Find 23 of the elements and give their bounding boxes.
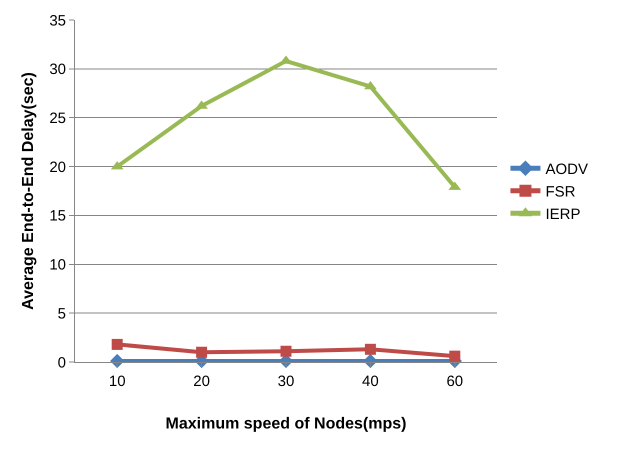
y-tick-label: 5 <box>58 305 66 322</box>
y-tick-label: 25 <box>49 110 66 127</box>
legend-label: FSR <box>545 184 576 201</box>
x-tick-label: 40 <box>362 373 379 390</box>
point <box>280 346 292 357</box>
x-tick-label: 60 <box>446 373 464 390</box>
point <box>112 338 123 350</box>
y-tick-label: 35 <box>49 12 66 30</box>
legend-label: IERP <box>545 206 580 224</box>
point <box>196 346 208 358</box>
y-tick-label: 10 <box>49 256 66 274</box>
y-tick-label: 30 <box>49 61 66 78</box>
y-axis-title: Average End-to-End Delay(sec) <box>20 72 37 310</box>
x-tick-label: 20 <box>193 373 210 390</box>
legend-label: AODV <box>545 161 588 178</box>
point <box>364 344 376 355</box>
y-tick-label: 0 <box>58 354 66 372</box>
point <box>449 350 460 362</box>
y-tick-label: 15 <box>49 208 66 225</box>
x-axis-title: Maximum speed of Nodes(mps) <box>166 416 406 433</box>
y-tick-label: 20 <box>49 158 66 176</box>
x-tick-label: 10 <box>108 373 126 390</box>
x-tick-label: 30 <box>278 373 294 390</box>
